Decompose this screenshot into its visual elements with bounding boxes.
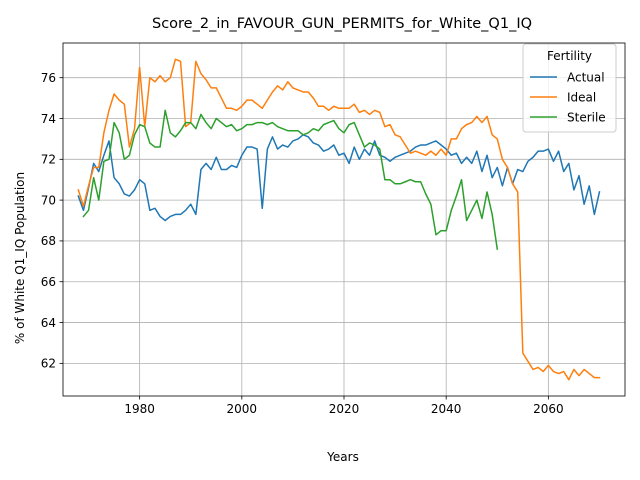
legend-items: Actual Ideal Sterile (530, 70, 606, 124)
legend-label-sterile: Sterile (567, 110, 606, 124)
legend: Fertility Actual Ideal Sterile (522, 43, 617, 133)
x-tick-label: 2040 (431, 402, 462, 416)
y-tick-label: 68 (41, 234, 56, 248)
axis-ticks: 1980 2000 2020 2040 2060 62 64 66 68 70 72 74 76 (41, 71, 564, 416)
series-line-ideal (77, 58, 601, 381)
y-tick-label: 72 (41, 153, 56, 167)
x-tick-label: 2000 (227, 402, 258, 416)
x-tick-label: 1980 (124, 402, 155, 416)
y-tick-label: 66 (41, 275, 56, 289)
y-tick-label: 62 (41, 357, 56, 371)
y-tick-label: 70 (41, 193, 56, 207)
series-line-sterile (82, 109, 499, 250)
legend-box (522, 43, 617, 133)
legend-label-ideal: Ideal (567, 90, 596, 104)
y-tick-label: 76 (41, 71, 56, 85)
chart-title: Score_2_in_FAVOUR_GUN_PERMITS_for_White_… (152, 16, 532, 32)
legend-title: Fertility (547, 49, 592, 63)
x-axis-label: Years (326, 450, 359, 464)
y-tick-label: 64 (41, 316, 56, 330)
y-tick-label: 74 (41, 112, 56, 126)
y-axis-label: % of White Q1_IQ Population (13, 172, 27, 344)
x-tick-label: 2060 (533, 402, 564, 416)
x-tick-label: 2020 (329, 402, 360, 416)
series-lines (77, 58, 601, 381)
legend-label-actual: Actual (567, 70, 605, 84)
